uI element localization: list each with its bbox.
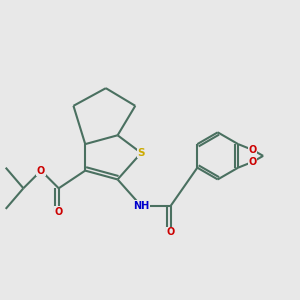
Text: O: O <box>249 145 257 155</box>
Text: O: O <box>55 207 63 217</box>
Text: O: O <box>167 227 175 237</box>
Text: S: S <box>137 148 145 158</box>
Text: O: O <box>37 166 45 176</box>
Text: O: O <box>249 157 257 167</box>
Text: NH: NH <box>133 201 149 211</box>
